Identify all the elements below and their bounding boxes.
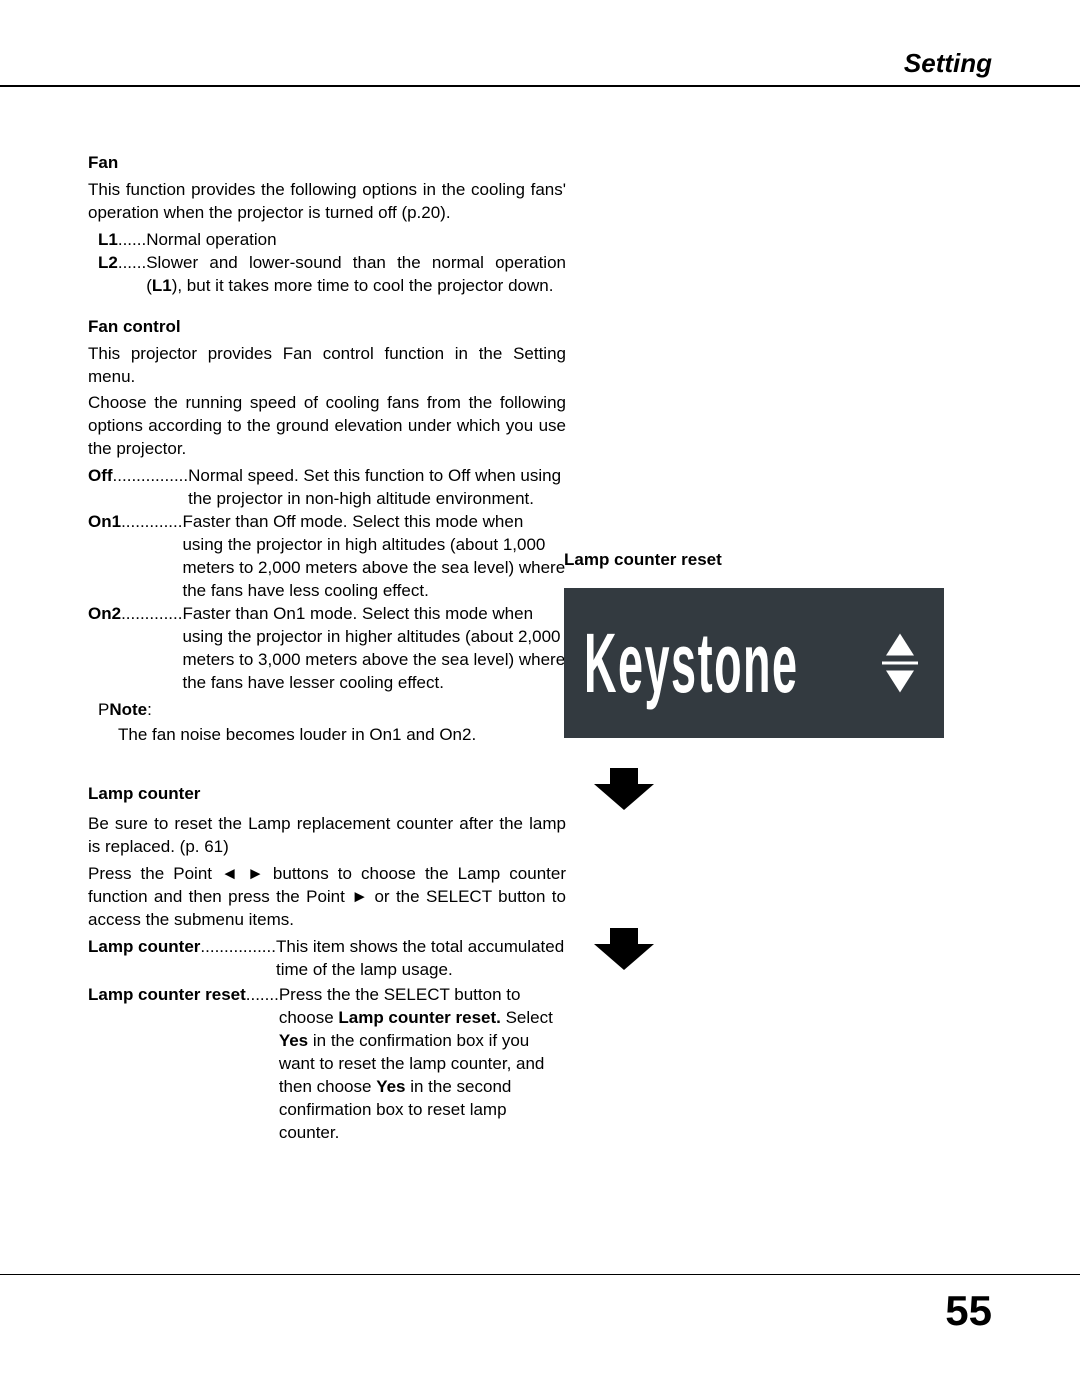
fan-intro: This function provides the following opt…	[88, 179, 566, 225]
fc-on1-dots: .............	[121, 511, 182, 603]
note-body: The fan noise becomes louder in On1 and …	[98, 724, 566, 747]
lamp-reset-heading: Lamp counter reset	[564, 550, 974, 570]
lamp-reset-desc: Press the the SELECT button to choose La…	[279, 984, 566, 1145]
lamp-reset-row: Lamp counter reset ....... Press the the…	[88, 984, 566, 1145]
fan-l2-dots: ......	[118, 252, 146, 298]
fc-off-desc: Normal speed. Set this function to Off w…	[188, 465, 566, 511]
keystone-text: Keystone	[584, 615, 799, 712]
fc-off-label: Off	[88, 465, 113, 511]
fan-control-p1: This projector provides Fan control func…	[88, 343, 566, 389]
fan-items: L1 ...... Normal operation L2 ...... Slo…	[88, 229, 566, 298]
keystone-arrows	[882, 634, 918, 693]
left-column: Fan This function provides the following…	[88, 152, 566, 1145]
fc-on2-desc: Faster than On1 mode. Select this mode w…	[182, 603, 566, 695]
fan-l1-desc: Normal operation	[146, 229, 566, 252]
flow-arrow-1	[564, 768, 974, 812]
page-number: 55	[945, 1287, 992, 1335]
fc-off-dots: ................	[113, 465, 189, 511]
fan-control-p2: Choose the running speed of cooling fans…	[88, 392, 566, 461]
arrow-divider-icon	[882, 662, 918, 665]
down-arrow-icon	[594, 768, 654, 812]
lamp-counter-dots: ................	[200, 936, 276, 982]
arrow-up-icon	[886, 634, 914, 656]
fan-item-l1: L1 ...... Normal operation	[98, 229, 566, 252]
fc-on1-desc: Faster than Off mode. Select this mode w…	[182, 511, 566, 603]
fan-l2-desc: Slower and lower-sound than the normal o…	[146, 252, 566, 298]
fan-heading: Fan	[88, 152, 566, 175]
fan-control-on1: On1 ............. Faster than Off mode. …	[88, 511, 566, 603]
fc-on2-label: On2	[88, 603, 121, 695]
lamp-p2: Press the Point ◄ ► buttons to choose th…	[88, 863, 566, 932]
lamp-heading: Lamp counter	[88, 783, 566, 806]
fan-control-off: Off ................ Normal speed. Set t…	[88, 465, 566, 511]
keystone-dialog: Keystone	[564, 588, 944, 738]
fan-l1-dots: ......	[118, 229, 146, 252]
lamp-p1: Be sure to reset the Lamp replacement co…	[88, 813, 566, 859]
fan-control-heading: Fan control	[88, 316, 566, 339]
lamp-section: Lamp counter Be sure to reset the Lamp r…	[88, 783, 566, 1145]
page-header: Setting	[0, 48, 1080, 87]
lamp-counter-desc: This item shows the total accumulated ti…	[276, 936, 566, 982]
fan-l1-label: L1	[98, 229, 118, 252]
fan-control-on2: On2 ............. Faster than On1 mode. …	[88, 603, 566, 695]
fan-control-note: PNote: The fan noise becomes louder in O…	[88, 699, 566, 747]
down-arrow-icon	[594, 928, 654, 972]
arrow-down-icon	[886, 671, 914, 693]
lamp-reset-dots: .......	[246, 984, 279, 1145]
page-header-title: Setting	[88, 48, 992, 79]
fc-on2-dots: .............	[121, 603, 182, 695]
page-footer-rule	[0, 1274, 1080, 1275]
fan-item-l2: L2 ...... Slower and lower-sound than th…	[98, 252, 566, 298]
fan-control-items: Off ................ Normal speed. Set t…	[88, 465, 566, 694]
flow-arrow-2	[564, 928, 974, 972]
note-label: PNote:	[98, 699, 566, 722]
fan-l2-label: L2	[98, 252, 118, 298]
fc-on1-label: On1	[88, 511, 121, 603]
right-column: Lamp counter reset Keystone	[564, 550, 974, 972]
lamp-counter-row: Lamp counter ................ This item …	[88, 936, 566, 982]
lamp-counter-label: Lamp counter	[88, 936, 200, 982]
lamp-reset-label: Lamp counter reset	[88, 984, 246, 1145]
